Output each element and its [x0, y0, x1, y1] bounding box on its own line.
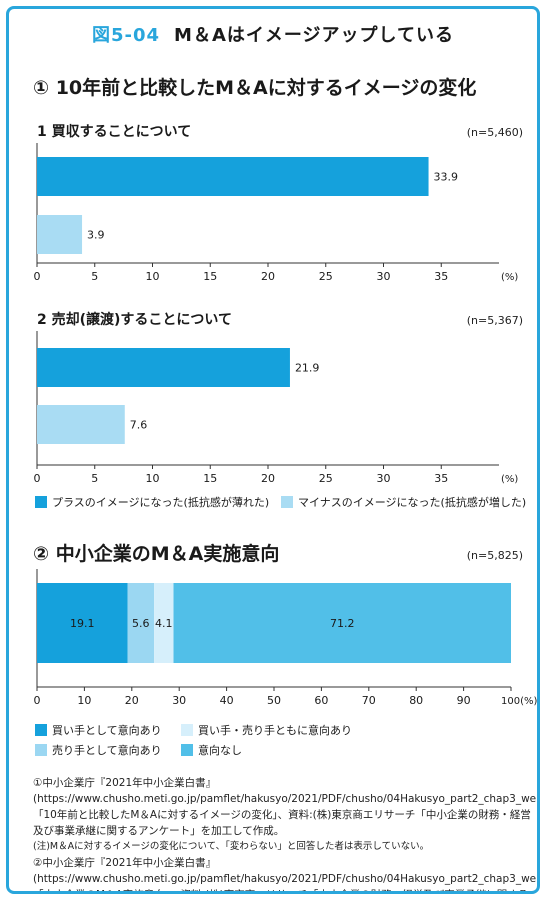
chart3-tick-label: 90	[457, 694, 471, 707]
chart1-tick-label: 10	[146, 270, 160, 283]
chart3-tick-label: 40	[220, 694, 234, 707]
legend2-item-sell: 売り手として意向あり	[35, 742, 162, 758]
chart1-tick-label: 25	[319, 270, 333, 283]
legend1-item-minus: マイナスのイメージになった(抵抗感が増した)	[281, 494, 526, 510]
legend2-item-none: 意向なし	[181, 742, 242, 758]
chart3-n-label: (n=5,825)	[466, 549, 523, 562]
chart3-tick-label: 60	[314, 694, 328, 707]
legend1-item-plus: プラスのイメージになった(抵抗感が薄れた)	[35, 494, 269, 510]
legend-label: プラスのイメージになった(抵抗感が薄れた)	[52, 496, 270, 509]
chart1-tick-label: 0	[34, 270, 41, 283]
chart2-bar	[37, 348, 290, 387]
figure-frame: 図5-04 M＆Aはイメージアップしている ① 10年前と比較したM＆Aに対するイ…	[6, 6, 540, 894]
chart1-tick-label: 5	[91, 270, 98, 283]
chart1-bar	[37, 215, 83, 254]
note-2: (注)M＆Aに対するイメージの変化について、「変わらない」と回答した者は表示して…	[33, 841, 430, 852]
chart3-segment	[37, 583, 128, 663]
chart3-data-label: 4.1	[155, 617, 173, 630]
chart1-n-label: (n=5,460)	[466, 126, 523, 139]
chart3-tick-label: 50	[267, 694, 281, 707]
chart3-tick-label: 0	[34, 694, 41, 707]
chart2-n-label: (n=5,367)	[466, 314, 523, 327]
chart1-tick-label: 20	[261, 270, 275, 283]
legend-label: 買い手・売り手ともに意向あり	[198, 724, 352, 737]
chart3-data-label: 19.1	[70, 617, 95, 630]
chart2-bar	[37, 405, 125, 444]
chart3-tick-label: 80	[409, 694, 423, 707]
chart1-data-label: 33.9	[434, 171, 459, 184]
chart3-tick-label: 20	[125, 694, 139, 707]
chart3-tick-label: 70	[362, 694, 376, 707]
chart2-tick-label: 15	[203, 472, 217, 485]
legend-swatch	[181, 724, 193, 736]
charts-svg: 33.9 3.9 0 5 10 15 20 25 30 35 (%) 21.9 7.6 0 5 10 15 20 2…	[34, 143, 537, 707]
figure-title-text: M＆Aはイメージアップしている	[174, 25, 454, 46]
legend-swatch	[181, 744, 193, 756]
chart1-data-label: 3.9	[87, 229, 105, 242]
chart2-tick-label: 5	[91, 472, 98, 485]
chart3-tick-label: 30	[172, 694, 186, 707]
note-1: ①中小企業庁『2021年中小企業白書』(https://www.chusho.m…	[33, 777, 540, 837]
legend2-item-buy: 買い手として意向あり	[35, 722, 162, 738]
chart2-tick-label: 10	[146, 472, 160, 485]
chart2-tick-label: 20	[261, 472, 275, 485]
chart2-data-label: 21.9	[295, 362, 320, 375]
chart3-data-label: 71.2	[330, 617, 355, 630]
chart1-tick-label: 15	[203, 270, 217, 283]
chart1-unit-label: (%)	[501, 272, 518, 283]
section2-title: ② 中小企業のM＆A実施意向	[33, 543, 280, 565]
section1-title: ① 10年前と比較したM＆Aに対するイメージの変化	[33, 77, 477, 99]
chart2-data-label: 7.6	[130, 419, 148, 432]
chart2-title: 2 売却(譲渡)することについて	[37, 312, 232, 328]
chart1-bar	[37, 157, 429, 196]
legend-swatch	[35, 496, 47, 508]
chart3-segment	[127, 583, 155, 663]
chart1-tick-label: 35	[434, 270, 448, 283]
chart3-segment	[154, 583, 174, 663]
chart3-segment	[173, 583, 511, 663]
chart3-tick-label: 10	[77, 694, 91, 707]
chart2-tick-label: 0	[34, 472, 41, 485]
chart1-title: 1 買収することについて	[37, 124, 192, 140]
legend-swatch	[35, 724, 47, 736]
legend-label: 意向なし	[198, 744, 242, 757]
legend2-item-both: 買い手・売り手ともに意向あり	[181, 722, 352, 738]
source-notes: ①中小企業庁『2021年中小企業白書』(https://www.chusho.m…	[33, 775, 540, 891]
chart2-tick-label: 25	[319, 472, 333, 485]
figure-title: 図5-04 M＆Aはイメージアップしている	[9, 21, 537, 47]
legend-label: 買い手として意向あり	[52, 724, 162, 737]
chart2-tick-label: 30	[377, 472, 391, 485]
chart2-unit-label: (%)	[501, 474, 518, 485]
chart2-tick-label: 35	[434, 472, 448, 485]
note-3: ②中小企業庁『2021年中小企業白書』(https://www.chusho.m…	[33, 857, 540, 891]
legend-swatch	[281, 496, 293, 508]
chart3-unit-label: 100(%)	[501, 696, 537, 707]
legend-label: 売り手として意向あり	[52, 744, 162, 757]
legend-label: マイナスのイメージになった(抵抗感が増した)	[298, 496, 527, 509]
chart3-data-label: 5.6	[132, 617, 150, 630]
figure-id: 図5-04	[92, 25, 161, 46]
legend-swatch	[35, 744, 47, 756]
chart1-tick-label: 30	[377, 270, 391, 283]
